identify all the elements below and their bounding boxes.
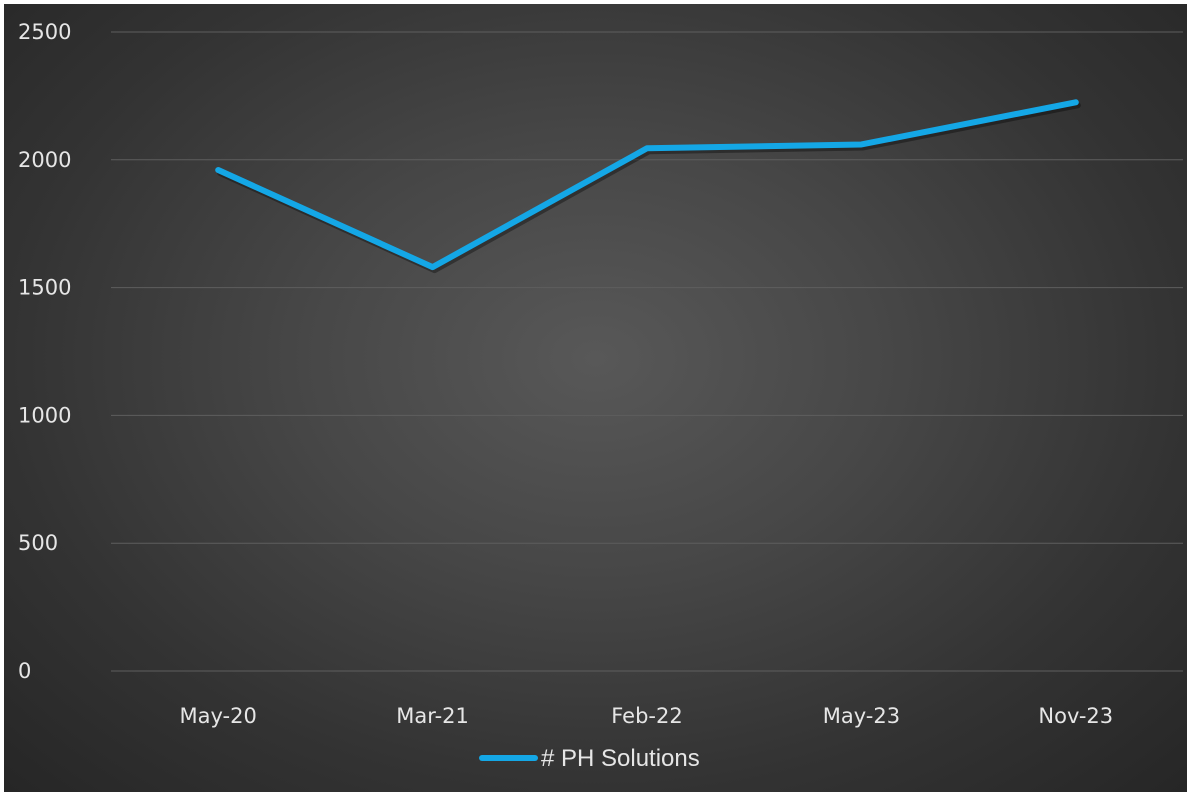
y-tick-label: 2500 bbox=[18, 20, 71, 44]
x-tick-label: Feb-22 bbox=[611, 704, 682, 728]
series-line bbox=[215, 99, 1079, 271]
y-tick-label: 0 bbox=[18, 659, 31, 683]
x-tick-label: Nov-23 bbox=[1038, 704, 1113, 728]
y-axis-tick-labels: 0 500 1000 1500 2000 2500 bbox=[18, 20, 71, 683]
chart-area: 0 500 1000 1500 2000 2500 May-20 Mar-21 Feb-22 M… bbox=[4, 4, 1187, 792]
y-tick-label: 1000 bbox=[18, 403, 71, 427]
x-tick-label: Mar-21 bbox=[396, 704, 469, 728]
gridlines bbox=[111, 31, 1183, 672]
x-tick-label: May-23 bbox=[823, 704, 900, 728]
y-tick-label: 1500 bbox=[18, 276, 71, 300]
legend-label: # PH Solutions bbox=[541, 745, 700, 772]
x-axis-tick-labels: May-20 Mar-21 Feb-22 May-23 Nov-23 bbox=[180, 704, 1114, 728]
series-lines bbox=[215, 99, 1081, 274]
y-tick-label: 500 bbox=[18, 531, 58, 555]
x-tick-label: May-20 bbox=[180, 704, 257, 728]
legend: # PH Solutions bbox=[479, 745, 700, 772]
y-tick-label: 2000 bbox=[18, 148, 71, 172]
